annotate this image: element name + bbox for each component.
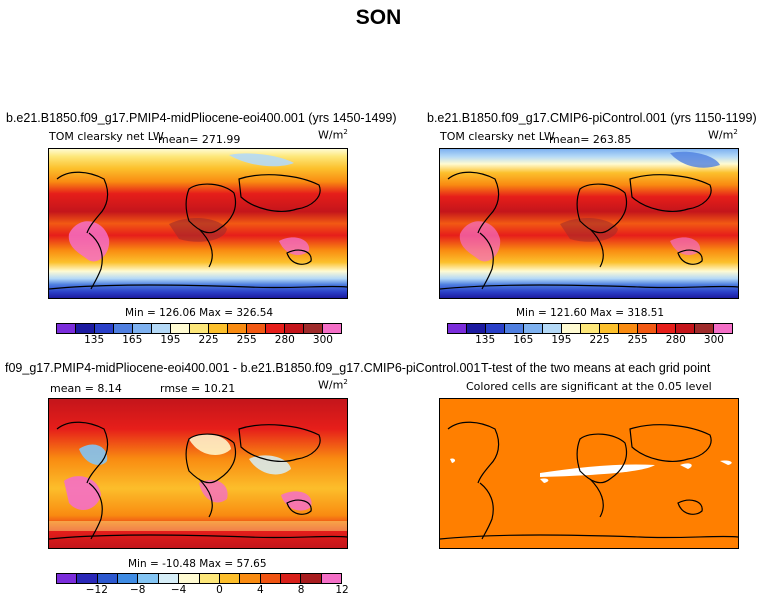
- colorbar-tick-label: 255: [627, 334, 648, 346]
- colorbar-cell: [228, 324, 247, 333]
- colorbar-cell: [714, 324, 732, 333]
- panel-test-minmax: Min = 126.06 Max = 326.54: [125, 307, 274, 319]
- panel-test-map: [48, 148, 348, 299]
- colorbar-cell: [133, 324, 152, 333]
- panel-diff-title: f09_g17.PMIP4-midPliocene-eoi400.001 - b…: [5, 361, 481, 375]
- colorbar-cell: [524, 324, 543, 333]
- colorbar-cell: [695, 324, 714, 333]
- colorbar-tick-label: −12: [85, 584, 108, 596]
- colorbar-cell: [304, 324, 323, 333]
- colorbar-tick-label: 195: [160, 334, 181, 346]
- panel-test-colorbar: [56, 323, 342, 334]
- colorbar-cell: [321, 574, 342, 583]
- panel-ttest-map: [439, 398, 739, 549]
- colorbar-cell: [57, 324, 76, 333]
- panel-diff-map: [48, 398, 348, 549]
- colorbar-cell: [285, 324, 304, 333]
- colorbar-tick-label: 135: [84, 334, 105, 346]
- panel-diff-colorbar: [56, 573, 342, 584]
- colorbar-cell: [562, 324, 581, 333]
- panel-test-variable: TOM clearsky net LW: [49, 130, 164, 143]
- panel-base-units: W/m2: [708, 128, 738, 142]
- colorbar-tick-label: 165: [122, 334, 143, 346]
- colorbar-tick-label: −4: [170, 584, 187, 596]
- colorbar-cell: [179, 574, 200, 583]
- colorbar-cell: [581, 324, 600, 333]
- panel-base-title: b.e21.B1850.f09_g17.CMIP6-piControl.001 …: [427, 111, 757, 125]
- colorbar-cell: [638, 324, 657, 333]
- colorbar-cell: [209, 324, 228, 333]
- panel-diff-minmax: Min = -10.48 Max = 57.65: [128, 558, 267, 570]
- colorbar-cell: [77, 574, 98, 583]
- colorbar-cell: [505, 324, 524, 333]
- colorbar-cell: [57, 574, 78, 583]
- panel-base-map: [439, 148, 739, 299]
- colorbar-tick-label: 8: [297, 584, 305, 596]
- colorbar-cell: [301, 574, 322, 583]
- colorbar-cell: [676, 324, 695, 333]
- panel-test-title: b.e21.B1850.f09_g17.PMIP4-midPliocene-eo…: [6, 111, 397, 125]
- colorbar-cell: [152, 324, 171, 333]
- colorbar-cell: [323, 324, 341, 333]
- panel-diff-mean: mean = 8.14: [50, 382, 122, 395]
- colorbar-tick-label: 300: [703, 334, 724, 346]
- panel-base-colorbar-ticks: 135 165 195 225 255 280 300: [447, 334, 733, 348]
- colorbar-cell: [266, 324, 285, 333]
- colorbar-tick-label: 4: [256, 584, 264, 596]
- colorbar-cell: [138, 574, 159, 583]
- colorbar-cell: [190, 324, 209, 333]
- colorbar-cell: [543, 324, 562, 333]
- panel-test-mean: mean= 271.99: [158, 133, 241, 146]
- panel-base-mean: mean= 263.85: [549, 133, 632, 146]
- panel-base-variable: TOM clearsky net LW: [440, 130, 555, 143]
- colorbar-cell: [600, 324, 619, 333]
- colorbar-cell: [280, 574, 302, 583]
- colorbar-tick-label: 225: [198, 334, 219, 346]
- panel-base-minmax: Min = 121.60 Max = 318.51: [516, 307, 665, 319]
- colorbar-cell: [76, 324, 95, 333]
- colorbar-cell: [219, 574, 241, 583]
- panel-base-colorbar: [447, 323, 733, 334]
- panel-diff-rmse: rmse = 10.21: [160, 382, 236, 395]
- colorbar-tick-label: 135: [475, 334, 496, 346]
- panel-test-colorbar-ticks: 135 165 195 225 255 280 300: [56, 334, 342, 348]
- colorbar-cell: [486, 324, 505, 333]
- colorbar-tick-label: 165: [513, 334, 534, 346]
- colorbar-tick-label: −8: [129, 584, 146, 596]
- colorbar-tick-label: 0: [216, 584, 223, 596]
- colorbar-tick-label: 280: [665, 334, 686, 346]
- panel-ttest-subtitle: Colored cells are significant at the 0.0…: [466, 380, 712, 393]
- panel-diff-units: W/m2: [318, 378, 348, 392]
- colorbar-cell: [171, 324, 190, 333]
- colorbar-tick-label: 12: [335, 584, 349, 596]
- colorbar-cell: [95, 324, 114, 333]
- colorbar-cell: [467, 324, 486, 333]
- colorbar-tick-label: 195: [551, 334, 572, 346]
- colorbar-cell: [240, 574, 261, 583]
- panel-test-units: W/m2: [318, 128, 348, 142]
- colorbar-cell: [97, 574, 119, 583]
- colorbar-tick-label: 300: [312, 334, 333, 346]
- colorbar-cell: [247, 324, 266, 333]
- colorbar-cell: [158, 574, 180, 583]
- colorbar-cell: [199, 574, 220, 583]
- colorbar-cell: [114, 324, 133, 333]
- colorbar-cell: [260, 574, 281, 583]
- colorbar-cell: [118, 574, 139, 583]
- figure-title: SON: [355, 6, 402, 29]
- colorbar-cell: [657, 324, 676, 333]
- colorbar-tick-label: 255: [236, 334, 257, 346]
- panel-ttest-title: T-test of the two means at each grid poi…: [481, 361, 711, 375]
- colorbar-cell: [448, 324, 467, 333]
- colorbar-tick-label: 225: [589, 334, 610, 346]
- panel-diff-colorbar-ticks: −12 −8 −4 0 4 8 12: [56, 584, 349, 598]
- colorbar-tick-label: 280: [274, 334, 295, 346]
- colorbar-cell: [619, 324, 638, 333]
